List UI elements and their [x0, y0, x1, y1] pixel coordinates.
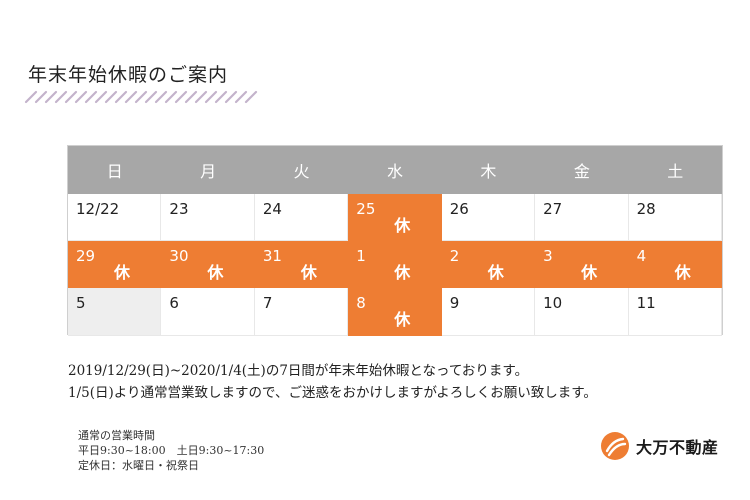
calendar-day-cell: 24	[254, 194, 349, 241]
day-number: 24	[262, 200, 282, 218]
holiday-calendar: 日 月 火 水 木 金 土 12/22 23 24 25 休 26 27 28 29 休 30 休 31…	[67, 145, 723, 336]
day-number: 2	[449, 247, 460, 265]
notice-line-2: 1/5(日)より通常営業致しますので、ご迷惑をおかけしますがよろしくお願い致しま…	[68, 385, 597, 401]
calendar-day-cell: 31 休	[254, 241, 349, 288]
weekday-sat: 土	[628, 146, 722, 194]
weekday-thu: 木	[441, 146, 536, 194]
holiday-mark: 休	[394, 310, 411, 329]
weekday-mon: 月	[161, 146, 255, 194]
day-number: 25	[356, 200, 376, 218]
company-logo: 大万不動産	[600, 431, 719, 461]
holiday-mark: 休	[674, 263, 691, 282]
calendar-day-cell: 23	[161, 194, 255, 241]
holiday-mark: 休	[394, 263, 411, 282]
hours-closed: 定休日：水曜日・祝祭日	[78, 459, 199, 472]
notice-line-1: 2019/12/29(日)~2020/1/4(土)の7日間が年末年始休暇となって…	[68, 363, 529, 379]
day-number: 23	[169, 200, 189, 218]
calendar-day-cell: 10	[535, 288, 629, 336]
holiday-mark: 休	[207, 263, 224, 282]
calendar-day-cell: 6	[161, 288, 255, 336]
day-number: 26	[449, 200, 469, 218]
weekday-tue: 火	[254, 146, 349, 194]
calendar-day-cell: 29 休	[68, 241, 162, 288]
calendar-day-cell: 28	[628, 194, 722, 241]
holiday-mark: 休	[581, 263, 598, 282]
hours-weekday: 平日9:30~18:00 土日9:30~17:30	[78, 444, 265, 457]
day-number: 12/22	[76, 200, 120, 218]
calendar-day-cell: 9	[441, 288, 536, 336]
weekday-fri: 金	[535, 146, 629, 194]
weekday-sun: 日	[68, 146, 162, 194]
calendar-day-cell: 27	[535, 194, 629, 241]
calendar-day-cell: 11	[628, 288, 722, 336]
page-title: 年末年始休暇のご案内	[28, 64, 229, 86]
day-number: 7	[262, 294, 273, 312]
holiday-mark: 休	[114, 263, 131, 282]
day-number: 11	[636, 294, 656, 312]
holiday-mark: 休	[487, 263, 504, 282]
weekday-wed: 水	[348, 146, 442, 194]
holiday-mark: 休	[394, 216, 411, 235]
brand-circle-icon	[601, 432, 629, 460]
day-number: 29	[76, 247, 96, 265]
business-hours: 通常の営業時間 平日9:30~18:00 土日9:30~17:30 定休日：水曜…	[78, 428, 264, 473]
day-number: 5	[76, 294, 86, 312]
holiday-notice: 2019/12/29(日)~2020/1/4(土)の7日間が年末年始休暇となって…	[68, 360, 738, 404]
day-number: 9	[449, 294, 460, 312]
calendar-day-cell: 7	[254, 288, 349, 336]
day-number: 31	[262, 247, 282, 265]
day-number: 1	[356, 247, 366, 265]
day-number: 4	[636, 247, 647, 265]
calendar-day-cell: 30 休	[161, 241, 255, 288]
day-number: 30	[169, 247, 189, 265]
calendar-day-cell: 12/22	[68, 194, 162, 241]
brush-stroke-decoration	[24, 90, 258, 104]
calendar-day-cell: 5	[68, 288, 162, 336]
day-number: 6	[169, 294, 179, 312]
day-number: 3	[543, 247, 553, 265]
day-number: 27	[543, 200, 563, 218]
day-number: 28	[636, 200, 656, 218]
company-name: 大万不動産	[636, 438, 719, 457]
day-number: 10	[543, 294, 563, 312]
calendar-day-cell: 25 休	[348, 194, 442, 241]
holiday-mark: 休	[300, 263, 317, 282]
calendar-day-cell: 26	[441, 194, 536, 241]
day-number: 8	[356, 294, 366, 312]
hours-heading: 通常の営業時間	[78, 429, 155, 442]
